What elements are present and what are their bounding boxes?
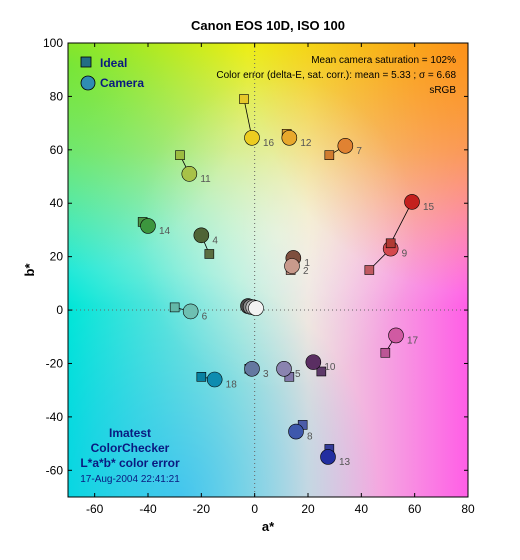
patch-4-label: 4 xyxy=(212,235,218,246)
patch-2-camera-marker xyxy=(284,258,300,274)
patch-13-camera-marker xyxy=(320,449,336,465)
plot-frame xyxy=(67,42,469,498)
footer-line-2: ColorChecker xyxy=(91,441,170,455)
patch-18-ideal-marker xyxy=(196,372,207,382)
x-tick-label: 60 xyxy=(408,502,422,516)
patch-5-camera-marker xyxy=(276,361,292,377)
zero-axis-lines xyxy=(68,43,468,497)
patch-7-camera-marker xyxy=(337,138,354,154)
y-tick-label: -40 xyxy=(46,410,64,424)
patch-9-label: 9 xyxy=(402,249,408,260)
patch-8-label: 8 xyxy=(307,432,313,443)
y-axis-label: b* xyxy=(22,263,37,277)
x-axis-ticks: -60 -40 -20 0 20 40 60 80 xyxy=(86,43,475,516)
patch-12-label: 12 xyxy=(300,138,312,149)
x-tick-label: 0 xyxy=(251,502,258,516)
patch-4-camera-marker xyxy=(193,227,210,244)
patch-6-camera-marker xyxy=(182,303,199,320)
patch-17-camera-marker xyxy=(388,327,404,344)
patch-3-label: 3 xyxy=(263,369,269,380)
info-color-error: Color error (delta-E, sat. corr.): mean … xyxy=(216,70,456,81)
patch-5-label: 5 xyxy=(295,369,301,380)
y-tick-label: 100 xyxy=(43,36,63,50)
patch-10-label: 10 xyxy=(324,362,336,373)
x-tick-label: -60 xyxy=(86,502,104,516)
patch-11-camera-marker xyxy=(181,166,198,182)
legend-ideal-marker xyxy=(80,56,92,68)
patch-16-label: 16 xyxy=(263,138,275,149)
footer-line-3: L*a*b* color error xyxy=(80,456,180,470)
legend-camera-marker xyxy=(80,75,96,91)
neutral-patch-4-camera-marker xyxy=(248,300,264,316)
legend: Ideal Camera xyxy=(80,56,144,91)
patch-18-label: 18 xyxy=(226,379,238,390)
info-box: Mean camera saturation = 102% Color erro… xyxy=(216,55,456,96)
y-tick-label: 80 xyxy=(50,89,64,103)
info-colorspace: sRGB xyxy=(429,85,456,96)
footer-annotation: Imatest ColorChecker L*a*b* color error … xyxy=(80,426,180,485)
patch-15-ideal-marker xyxy=(385,238,396,249)
patch-17-ideal-marker xyxy=(380,347,391,358)
y-tick-label: 0 xyxy=(56,303,63,317)
patch-9-ideal-marker xyxy=(364,265,375,275)
patch-12-camera-marker xyxy=(281,130,298,146)
patch-7-label: 7 xyxy=(356,146,362,157)
x-tick-label: 20 xyxy=(301,502,315,516)
x-tick-label: -40 xyxy=(139,502,157,516)
x-axis-label: a* xyxy=(262,519,275,534)
footer-date: 17-Aug-2004 22:41:21 xyxy=(80,474,180,485)
plot-background xyxy=(68,43,468,497)
y-axis-ticks: 100 80 60 40 20 0 -20 -40 -60 xyxy=(43,36,468,477)
patch-1-label: 1 xyxy=(304,258,310,269)
patch-15-camera-marker xyxy=(404,194,420,210)
patch-10-ideal-marker xyxy=(316,366,327,377)
patch-7-ideal-marker xyxy=(324,150,335,160)
legend-ideal-label: Ideal xyxy=(100,56,127,70)
patch-16-camera-marker xyxy=(244,130,260,146)
patch-13-label: 13 xyxy=(339,457,351,468)
footer-line-1: Imatest xyxy=(109,426,151,440)
chart-title: Canon EOS 10D, ISO 100 xyxy=(191,18,345,33)
x-tick-label: 80 xyxy=(461,502,475,516)
patch-8-camera-marker xyxy=(288,423,304,440)
info-saturation: Mean camera saturation = 102% xyxy=(311,55,456,66)
y-tick-label: 20 xyxy=(50,250,64,264)
patch-4-ideal-marker xyxy=(204,249,215,259)
x-tick-label: -20 xyxy=(193,502,211,516)
patch-6-ideal-marker xyxy=(169,302,180,313)
patch-15-label: 15 xyxy=(423,202,435,213)
patch-11-label: 11 xyxy=(200,174,211,185)
legend-camera-label: Camera xyxy=(100,76,144,90)
y-tick-label: 40 xyxy=(50,196,64,210)
patch-16-ideal-marker xyxy=(239,94,249,104)
patch-10-camera-marker xyxy=(305,354,322,370)
patch-17-label: 17 xyxy=(407,335,419,346)
x-tick-label: 40 xyxy=(355,502,369,516)
patch-3-camera-marker xyxy=(244,361,260,377)
patch-18-camera-marker xyxy=(206,371,223,388)
patch-14-camera-marker xyxy=(140,218,156,234)
patch-2-label: 2 xyxy=(303,266,309,277)
patch-6-label: 6 xyxy=(202,311,208,322)
patch-14-label: 14 xyxy=(159,226,171,237)
y-tick-label: -20 xyxy=(46,356,64,370)
y-tick-label: 60 xyxy=(50,143,64,157)
patch-11-ideal-marker xyxy=(175,150,185,160)
y-tick-label: -60 xyxy=(46,463,64,477)
